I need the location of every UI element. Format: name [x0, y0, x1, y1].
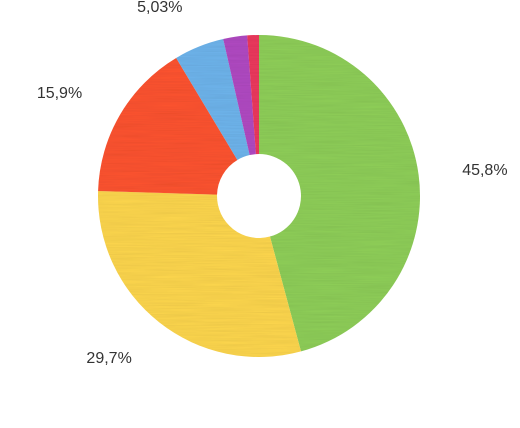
slice-data-label: 29,7%	[86, 350, 131, 367]
donut-slice[interactable]	[247, 35, 259, 155]
donut-slice[interactable]	[98, 57, 238, 195]
slice-labels: 45,8% 29,7% 15,9% 5,03%	[37, 0, 508, 367]
donut-slices	[98, 35, 421, 358]
donut-slice[interactable]	[259, 35, 421, 352]
slice-data-label: 45,8%	[462, 162, 507, 179]
donut-slice[interactable]	[223, 35, 256, 156]
donut-slice[interactable]	[98, 190, 301, 358]
slice-data-label: 5,03%	[137, 0, 182, 16]
donut-slice[interactable]	[176, 39, 250, 160]
slice-data-label: 15,9%	[37, 85, 82, 102]
